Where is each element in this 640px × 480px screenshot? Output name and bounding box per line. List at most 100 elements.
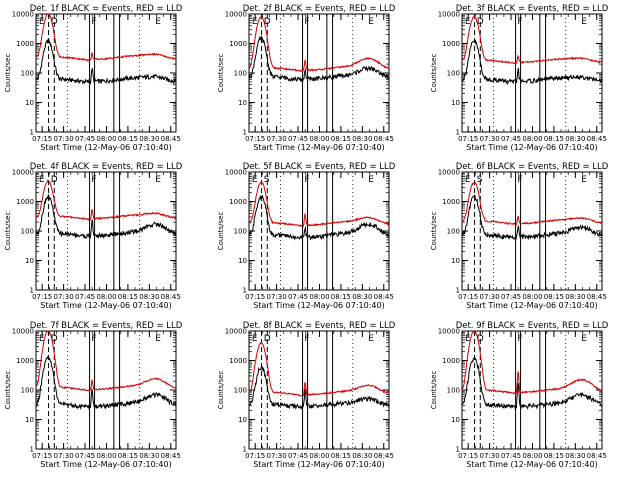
x-tick-label: 08:45 [587,135,607,143]
x-tick-label: 08:30 [139,452,159,460]
segment-label: E [465,334,471,344]
x-tick-label: 08:00 [309,452,329,460]
segment-label: D [477,334,484,344]
x-tick-label: 08:15 [331,452,351,460]
x-tick-label: 08:00 [96,293,116,301]
x-tick-label: 07:15 [245,135,265,143]
segment-label: F [517,334,522,344]
y-tick-label: 10 [451,416,460,424]
segment-label: D [477,17,484,27]
y-tick-label: 100 [447,70,460,78]
segment-label: E [39,175,45,185]
y-tick-label: 10 [25,99,34,107]
series-lld-line [461,15,603,65]
series-events-line [461,39,603,86]
x-axis-label: Start Time (12-May-06 07:10:40) [466,143,597,152]
x-tick-label: 07:45 [288,135,308,143]
y-axis-label: Counts/sec [430,212,438,251]
y-tick-label: 1 [456,129,460,137]
series-lld-line [248,16,390,73]
x-tick-label: 07:45 [288,452,308,460]
x-axis-label: Start Time (12-May-06 07:10:40) [40,301,171,310]
y-tick-label: 1000 [16,357,34,365]
segment-label: E [252,334,258,344]
segment-label: E [252,175,258,185]
panel-title: Det. 5f BLACK = Events, RED = LLD [243,162,396,172]
y-tick-label: 10 [25,416,34,424]
y-tick-label: 10000 [225,169,247,177]
segment-label: F [91,334,96,344]
x-tick-label: 08:00 [96,452,116,460]
x-tick-label: 07:45 [75,452,95,460]
x-tick-label: 08:30 [352,135,372,143]
y-tick-label: 100 [447,228,460,236]
x-tick-label: 07:30 [54,293,74,301]
x-tick-label: 08:30 [139,293,159,301]
y-tick-label: 10000 [225,328,247,336]
segment-label: S [264,175,270,185]
x-tick-label: 08:15 [544,135,564,143]
x-axis-label: Start Time (12-May-06 07:10:40) [40,460,171,469]
series-lld-line [248,341,390,397]
y-tick-label: 10 [25,257,34,265]
x-tick-label: 08:45 [374,452,394,460]
series-events-line [35,194,177,240]
segment-label: E [155,175,161,185]
x-tick-label: 08:30 [565,293,585,301]
series-lld-line [35,13,177,62]
x-tick-label: 08:00 [522,293,542,301]
segment-label: E [581,17,587,27]
plot-frame [461,13,603,133]
x-tick-label: 07:30 [54,135,74,143]
x-tick-label: 07:15 [32,135,52,143]
y-axis-label: Counts/sec [217,54,225,93]
series-lld-line [35,179,177,222]
x-tick-label: 08:30 [139,135,159,143]
y-tick-label: 10000 [438,169,460,177]
y-tick-label: 1000 [16,198,34,206]
segment-label: F [517,175,522,185]
panel-title: Det. 6f BLACK = Events, RED = LLD [456,162,609,172]
segment-label: E [581,334,587,344]
y-tick-label: 1 [30,287,34,295]
segment-label: S [477,175,483,185]
x-tick-label: 08:00 [309,293,329,301]
y-tick-label: 100 [234,228,247,236]
x-tick-label: 08:15 [118,135,138,143]
x-tick-label: 07:45 [501,293,521,301]
segment-label: E [39,17,45,27]
x-tick-label: 07:30 [267,135,287,143]
x-tick-label: 08:30 [352,452,372,460]
x-tick-label: 07:45 [288,293,308,301]
y-tick-label: 100 [21,228,34,236]
x-tick-label: 08:45 [587,293,607,301]
x-tick-label: 08:15 [331,135,351,143]
x-tick-label: 07:30 [480,293,500,301]
x-tick-label: 07:30 [54,452,74,460]
x-tick-label: 07:30 [480,452,500,460]
x-tick-label: 08:15 [118,452,138,460]
plot-frame [35,171,177,291]
y-axis-label: Counts/sec [4,371,12,410]
y-tick-label: 1000 [16,40,34,48]
segment-label: E [465,17,471,27]
x-tick-label: 07:45 [75,135,95,143]
x-tick-label: 08:45 [161,293,181,301]
panel-title: Det. 3f BLACK = Events, RED = LLD [456,4,609,14]
panel-title: Det. 2f BLACK = Events, RED = LLD [243,4,396,14]
x-tick-label: 07:45 [75,293,95,301]
x-tick-label: 08:45 [374,135,394,143]
segment-label: F [304,334,309,344]
series-events-line [35,355,177,411]
y-axis-label: Counts/sec [430,371,438,410]
y-tick-label: 10 [451,99,460,107]
plot-frame [248,330,390,450]
x-tick-label: 08:15 [544,452,564,460]
x-tick-label: 08:15 [544,293,564,301]
x-tick-label: 07:15 [458,293,478,301]
x-tick-label: 08:30 [565,452,585,460]
y-tick-label: 1 [243,287,247,295]
y-tick-label: 10000 [12,169,34,177]
